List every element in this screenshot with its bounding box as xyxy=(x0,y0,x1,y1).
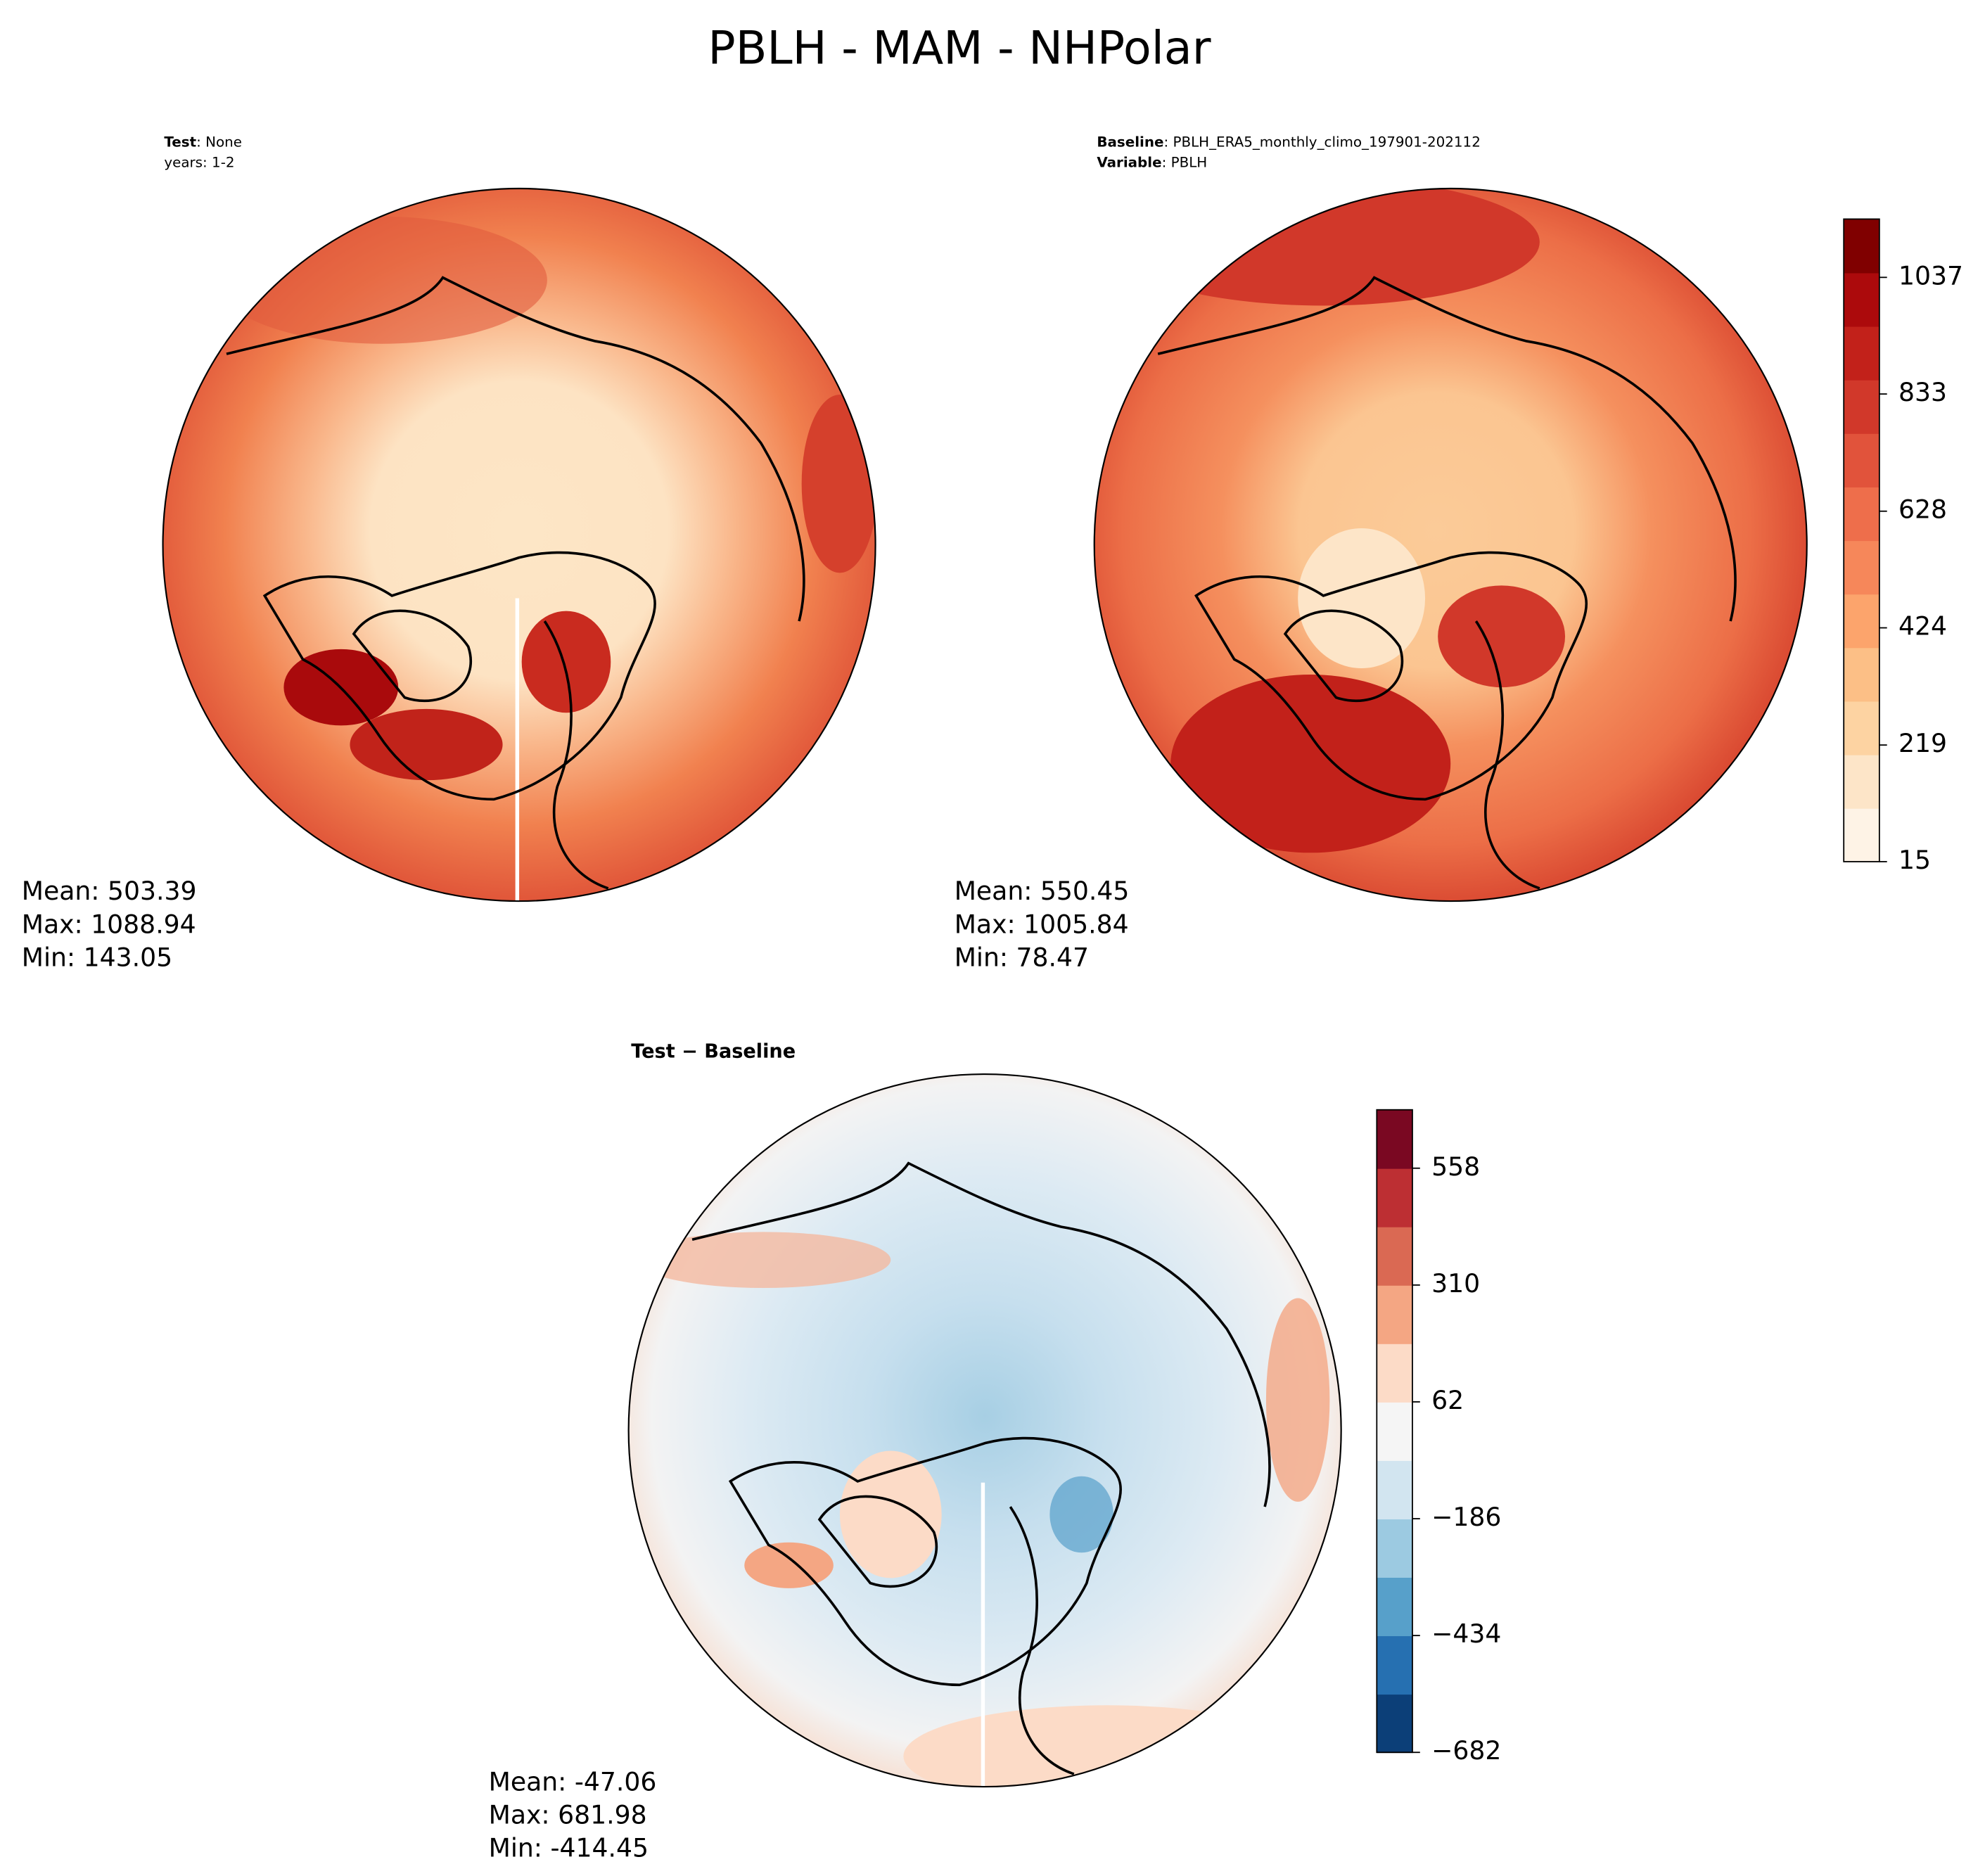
map-panel: Test − Baseline Mean: -47.06 Max: 681.98… xyxy=(489,1041,1342,1863)
map-boundary xyxy=(1093,187,1808,902)
header-value: : None xyxy=(196,134,242,150)
field-blob xyxy=(1438,585,1566,688)
colorbar-segment xyxy=(1377,1168,1412,1227)
colorbar-segment xyxy=(1377,1635,1412,1695)
stat: Max: 681.98 xyxy=(489,1800,647,1830)
colorbar-tick-label: 62 xyxy=(1431,1385,1464,1415)
panel-header: years: 1-2 xyxy=(164,154,234,170)
stat: Mean: 503.39 xyxy=(22,876,197,906)
colorbar-segment xyxy=(1844,326,1879,381)
field-blob xyxy=(839,1450,942,1578)
colorbar: 15 219 424 628 833 1037 xyxy=(1843,218,1963,875)
colorbar-tick-label: −682 xyxy=(1431,1735,1501,1766)
field-blob xyxy=(801,395,876,573)
colorbar-segment xyxy=(1844,594,1879,649)
header-label: Variable xyxy=(1097,154,1161,170)
field-blob xyxy=(1049,1476,1113,1553)
colorbar-segment xyxy=(1844,754,1879,809)
field-blob xyxy=(1265,1298,1330,1502)
field-blob xyxy=(350,708,503,781)
field-blob xyxy=(903,1705,1311,1787)
map-boundary xyxy=(627,1073,1342,1788)
field-blob xyxy=(216,216,547,344)
field-blob xyxy=(744,1542,834,1588)
colorbar-tick-label: −434 xyxy=(1431,1619,1501,1649)
panel-header: Variable: PBLH xyxy=(1097,154,1207,170)
field-blob xyxy=(636,1232,891,1288)
header-value: : PBLH xyxy=(1162,154,1208,170)
colorbar-tick-label: 219 xyxy=(1898,728,1947,758)
stat: Mean: -47.06 xyxy=(489,1767,657,1797)
panel-header: Baseline: PBLH_ERA5_monthly_climo_197901… xyxy=(1097,134,1481,150)
stat: Min: 143.05 xyxy=(22,942,172,972)
panel-header: Test: None xyxy=(164,134,242,150)
colorbar-segment xyxy=(1377,1460,1412,1519)
field-blob xyxy=(1298,528,1426,668)
colorbar-segment xyxy=(1844,540,1879,595)
colorbar-tick-label: 1037 xyxy=(1898,260,1963,291)
colorbar-tick-label: 628 xyxy=(1898,494,1947,525)
colorbar-segment xyxy=(1844,701,1879,755)
colorbar-segment xyxy=(1844,647,1879,702)
colorbar-segment xyxy=(1844,433,1879,487)
colorbar-segment xyxy=(1377,1226,1412,1286)
seam xyxy=(515,598,520,902)
colorbar: −682 −434 −186 62 310 558 xyxy=(1376,1109,1501,1766)
colorbar-segment xyxy=(1844,379,1879,434)
colorbar-tick-label: 310 xyxy=(1431,1268,1480,1298)
field-blob xyxy=(521,611,611,713)
colorbar-segment xyxy=(1844,487,1879,542)
colorbar-segment xyxy=(1844,219,1879,274)
panel-header: Test − Baseline xyxy=(631,1041,796,1063)
map-panel: Baseline: PBLH_ERA5_monthly_climo_197901… xyxy=(955,134,1808,972)
colorbar-segment xyxy=(1377,1577,1412,1637)
colorbar-tick-label: −186 xyxy=(1431,1502,1501,1532)
colorbar-frame xyxy=(1376,1109,1413,1754)
colorbar-segment xyxy=(1377,1284,1412,1344)
header-value: : PBLH_ERA5_monthly_climo_197901-202112 xyxy=(1163,134,1480,150)
header-label: Baseline xyxy=(1097,134,1163,150)
colorbar-segment xyxy=(1377,1401,1412,1461)
stat: Max: 1005.84 xyxy=(955,909,1129,939)
colorbar-segment xyxy=(1844,808,1879,862)
figure-title: PBLH - MAM - NHPolar xyxy=(708,23,1211,75)
field-blob xyxy=(1170,675,1451,853)
map-boundary xyxy=(162,187,876,902)
stat: Min: -414.45 xyxy=(489,1833,649,1863)
colorbar-segment xyxy=(1377,1519,1412,1578)
colorbar-segment xyxy=(1377,1109,1412,1169)
seam xyxy=(981,1482,985,1787)
stat: Mean: 550.45 xyxy=(955,876,1130,906)
map-panel: Test: None years: 1-2 Mean: 503.39 Max: … xyxy=(22,134,876,972)
field-blob xyxy=(1106,189,1540,306)
stat: Max: 1088.94 xyxy=(22,909,196,939)
colorbar-tick-label: 558 xyxy=(1431,1151,1480,1182)
colorbars: 15 219 424 628 833 1037 −682 −434 −186 62 310 558 xyxy=(1376,218,1963,1766)
header-label: Test xyxy=(164,134,196,150)
colorbar-frame xyxy=(1843,218,1880,862)
colorbar-tick-label: 15 xyxy=(1898,845,1931,875)
colorbar-segment xyxy=(1377,1343,1412,1403)
colorbar-segment xyxy=(1377,1694,1412,1754)
stat: Min: 78.47 xyxy=(955,942,1089,972)
colorbar-tick-label: 833 xyxy=(1898,377,1947,407)
colorbar-tick-label: 424 xyxy=(1898,611,1947,642)
colorbar-segment xyxy=(1844,272,1879,327)
